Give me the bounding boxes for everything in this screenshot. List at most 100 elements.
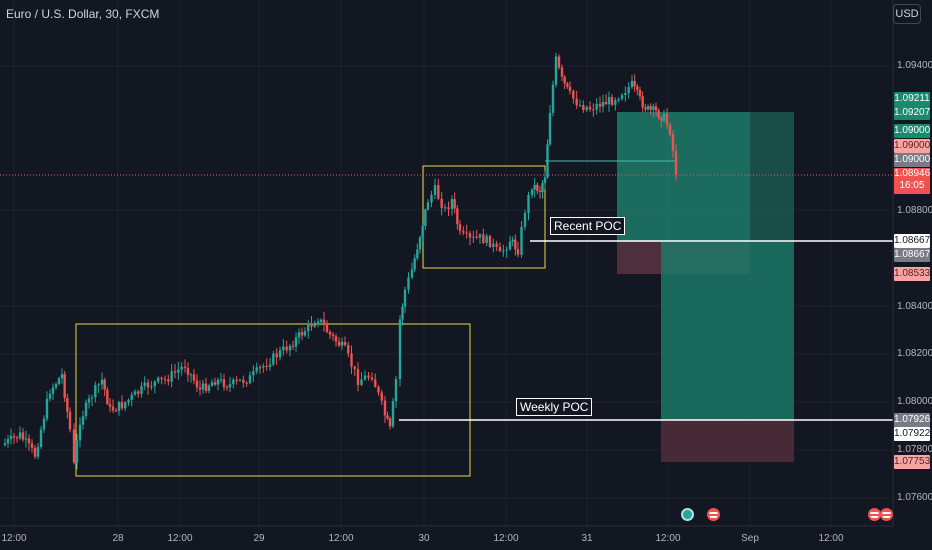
candle-body — [566, 83, 569, 87]
candle-body — [66, 397, 69, 412]
candle-body — [548, 112, 552, 145]
candle-body — [478, 234, 482, 238]
candle-body — [278, 350, 282, 358]
candle-body — [440, 198, 443, 208]
candle-body — [130, 394, 133, 400]
candle-body — [282, 346, 285, 351]
candle-body — [39, 429, 43, 447]
candle-body — [225, 387, 229, 389]
candle-body — [195, 380, 199, 388]
candle-body — [21, 432, 25, 440]
candle-body — [75, 440, 79, 463]
candle-body — [150, 386, 153, 388]
candle-body — [386, 415, 389, 419]
candle-body — [216, 379, 220, 385]
candle-body — [103, 379, 106, 390]
candle-body — [563, 76, 566, 84]
currency-button[interactable]: USD — [893, 4, 921, 24]
time-tick: 12:00 — [493, 533, 519, 544]
candle-body — [36, 446, 40, 457]
candle-body — [620, 94, 624, 99]
candle-body — [660, 117, 663, 121]
bar-countdown: 16:05 — [899, 180, 925, 191]
symbol-title[interactable]: Euro / U.S. Dollar, 30, FXCM — [6, 7, 160, 21]
candle-body — [106, 389, 109, 404]
candle-body — [140, 386, 143, 394]
candle-body — [543, 177, 547, 184]
candle-body — [508, 241, 512, 250]
price-tick: 1.08400 — [897, 301, 932, 312]
candle-body — [111, 406, 115, 411]
candle-body — [458, 224, 462, 231]
eu-event-icon[interactable] — [681, 508, 694, 521]
level-price-tag: 1.09000 — [894, 153, 931, 167]
candle-body — [588, 106, 592, 110]
candle-body — [554, 56, 558, 85]
candle-body — [468, 233, 472, 238]
candle-body — [183, 366, 187, 368]
time-tick: 31 — [581, 533, 593, 544]
candle-body — [272, 353, 275, 365]
candle-body — [347, 345, 350, 354]
us-event-icon[interactable] — [707, 508, 720, 521]
candle-body — [210, 382, 214, 386]
candle-body — [413, 258, 416, 270]
candle-body — [285, 346, 288, 351]
candle-body — [334, 336, 338, 342]
candle-body — [465, 232, 468, 234]
candle-body — [394, 379, 398, 402]
candle-body — [403, 289, 407, 307]
us-event-icon[interactable] — [880, 508, 893, 521]
candle-body — [657, 110, 660, 118]
last-price-value: 1.08946 — [894, 168, 931, 179]
last-price-tag: 1.08946 16:05 — [894, 168, 930, 194]
candle-body — [163, 379, 167, 381]
candle-body — [674, 151, 678, 175]
short-position-loss-zone — [661, 420, 794, 462]
candle-body — [443, 207, 447, 209]
candle-body — [426, 202, 430, 210]
candle-body — [87, 398, 91, 403]
candle-body — [418, 237, 422, 250]
stop-price-tag: 1.07753 — [894, 455, 931, 469]
candle-body — [453, 199, 456, 209]
weekly-poc-label[interactable]: Weekly POC — [516, 398, 593, 416]
candle-body — [482, 234, 485, 244]
level-price-tag: 1.09000 — [894, 124, 931, 138]
candle-body — [498, 246, 502, 251]
candle-body — [641, 96, 644, 108]
candle-body — [560, 67, 564, 77]
candle-body — [189, 374, 193, 376]
candle-body — [598, 103, 602, 107]
candle-body — [520, 226, 523, 255]
candle-body — [530, 189, 534, 195]
candle-body — [568, 86, 572, 91]
candle-body — [337, 341, 341, 346]
candle-body — [45, 398, 49, 419]
candle-body — [108, 403, 112, 407]
candle-body — [63, 374, 66, 398]
candle-body — [433, 185, 437, 195]
weekly-range-box — [75, 323, 471, 477]
candle-body — [177, 369, 180, 373]
price-tick: 1.08800 — [897, 205, 932, 216]
time-tick: 29 — [253, 533, 265, 544]
candle-body — [424, 209, 427, 226]
candle-body — [258, 367, 262, 369]
candle-body — [143, 382, 146, 387]
candle-body — [57, 378, 61, 385]
candle-body — [538, 190, 542, 193]
tp-price-tag: 1.09207 — [894, 106, 931, 120]
candle-body — [167, 379, 170, 382]
candle-body — [592, 109, 595, 111]
candle-body — [388, 418, 392, 427]
candle-body — [668, 124, 672, 135]
candle-body — [307, 323, 310, 332]
stop-price-tag: 1.08533 — [894, 267, 931, 281]
recent-poc-label[interactable]: Recent POC — [550, 217, 626, 235]
price-tick: 1.09400 — [897, 60, 932, 71]
candle-body — [585, 106, 588, 111]
candle-body — [502, 250, 505, 252]
weekly-poc-price-tag: 1.07926 — [894, 413, 931, 427]
